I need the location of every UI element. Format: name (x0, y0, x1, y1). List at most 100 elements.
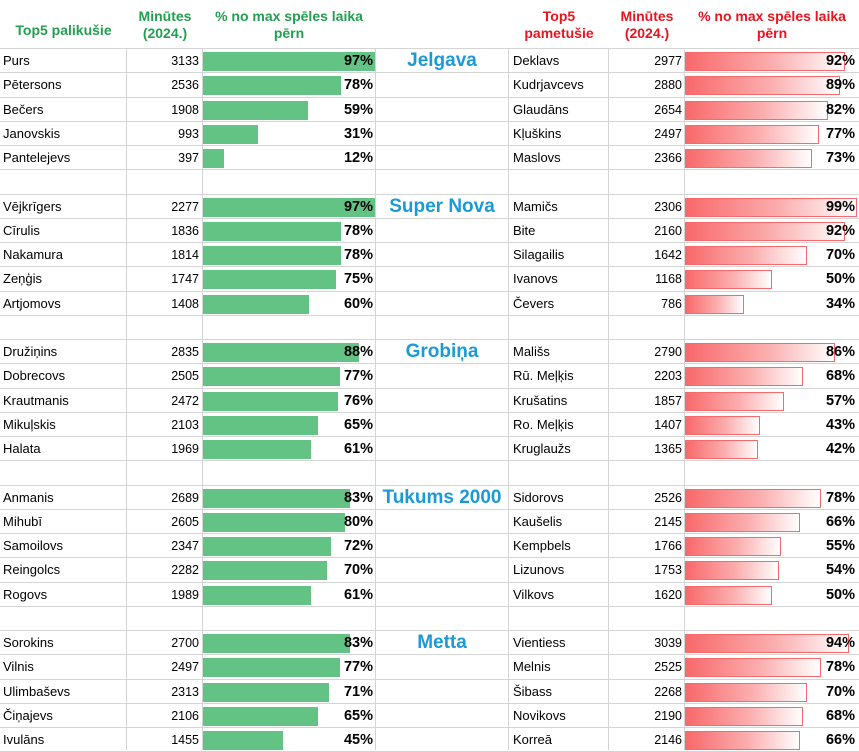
stayed-player-name[interactable]: Mihubī (3, 513, 43, 529)
left-player-name[interactable]: Krušatins (513, 392, 568, 408)
stayed-pct-value[interactable]: 75% (343, 271, 373, 288)
stayed-player-name[interactable]: Anmanis (3, 489, 54, 505)
stayed-player-name[interactable]: Reingolcs (3, 562, 61, 578)
left-pct-value[interactable]: 54% (825, 562, 855, 579)
stayed-minutes[interactable]: 3133 (171, 54, 199, 68)
left-minutes[interactable]: 1620 (654, 587, 682, 602)
left-pct-value[interactable]: 66% (825, 513, 855, 530)
left-pct-value[interactable]: 82% (825, 101, 855, 118)
stayed-player-name[interactable]: Halata (3, 441, 41, 456)
left-player-name[interactable]: Ivanovs (513, 271, 558, 287)
stayed-pct-value[interactable]: 80% (343, 513, 373, 530)
left-player-name[interactable]: Korreā (513, 732, 553, 747)
left-minutes[interactable]: 786 (661, 296, 682, 311)
left-pct-value[interactable]: 92% (825, 222, 855, 239)
stayed-player-name[interactable]: Zeņģis (3, 271, 43, 287)
header-stayed-minutes[interactable]: Minūtes (2024.) (127, 0, 203, 49)
stayed-player-name[interactable]: Rogovs (3, 586, 48, 602)
stayed-minutes[interactable]: 2347 (171, 539, 199, 553)
stayed-pct-value[interactable]: 77% (343, 659, 373, 676)
left-player-name[interactable]: Glaudāns (513, 101, 569, 117)
stayed-player-name[interactable]: Ulimbaševs (3, 683, 71, 699)
stayed-player-name[interactable]: Ivulāns (3, 732, 45, 747)
left-minutes[interactable]: 1168 (655, 272, 682, 287)
team-name[interactable]: Jelgava (407, 50, 477, 71)
left-player-name[interactable]: Mamičs (513, 198, 558, 214)
left-minutes[interactable]: 1753 (654, 563, 682, 578)
left-minutes[interactable]: 2654 (654, 102, 682, 117)
stayed-player-name[interactable]: Samoilovs (3, 538, 63, 553)
left-player-name[interactable]: Novikovs (513, 707, 566, 723)
left-player-name[interactable]: Melnis (513, 659, 551, 675)
left-player-name[interactable]: Kudrjavcevs (513, 77, 584, 93)
left-pct-value[interactable]: 94% (825, 635, 855, 651)
stayed-pct-value[interactable]: 65% (343, 416, 373, 433)
left-minutes[interactable]: 2497 (654, 126, 682, 141)
left-pct-value[interactable]: 34% (825, 295, 855, 312)
left-pct-value[interactable]: 50% (825, 271, 855, 288)
left-minutes[interactable]: 2203 (654, 369, 682, 384)
left-minutes[interactable]: 1857 (654, 393, 682, 408)
left-minutes[interactable]: 2306 (654, 199, 682, 214)
stayed-pct-value[interactable]: 83% (343, 635, 373, 651)
stayed-player-name[interactable]: Cīrulis (3, 222, 40, 238)
stayed-player-name[interactable]: Dobrecovs (3, 368, 66, 384)
left-minutes[interactable]: 2146 (654, 733, 682, 747)
stayed-minutes[interactable]: 2835 (171, 345, 199, 359)
stayed-pct-value[interactable]: 97% (343, 198, 373, 215)
left-player-name[interactable]: Silagailis (513, 247, 565, 262)
stayed-minutes[interactable]: 1836 (171, 223, 199, 238)
stayed-minutes[interactable]: 2505 (171, 369, 199, 384)
left-player-name[interactable]: Mališs (513, 344, 550, 359)
stayed-minutes[interactable]: 397 (178, 151, 199, 165)
stayed-minutes[interactable]: 2689 (171, 490, 199, 505)
left-minutes[interactable]: 2526 (654, 490, 682, 505)
left-pct-value[interactable]: 66% (825, 732, 855, 748)
left-minutes[interactable]: 2880 (654, 78, 682, 93)
stayed-minutes[interactable]: 1969 (171, 442, 199, 456)
left-pct-value[interactable]: 68% (825, 707, 855, 724)
left-pct-value[interactable]: 73% (825, 150, 855, 166)
stayed-minutes[interactable]: 2700 (171, 636, 199, 650)
stayed-minutes[interactable]: 2472 (171, 393, 199, 408)
left-pct-value[interactable]: 86% (825, 344, 855, 360)
left-player-name[interactable]: Sidorovs (513, 489, 564, 505)
stayed-pct-value[interactable]: 70% (343, 562, 373, 579)
stayed-pct-value[interactable]: 60% (343, 295, 373, 312)
left-pct-value[interactable]: 43% (825, 416, 855, 433)
left-player-name[interactable]: Šibass (513, 683, 553, 699)
left-minutes[interactable]: 2268 (654, 684, 682, 699)
stayed-minutes[interactable]: 2106 (171, 708, 199, 723)
left-player-name[interactable]: Kempbels (513, 538, 571, 553)
stayed-player-name[interactable]: Čiņajevs (3, 707, 53, 723)
left-player-name[interactable]: Bite (513, 222, 536, 238)
left-player-name[interactable]: Kļuškins (513, 125, 562, 141)
left-pct-value[interactable]: 42% (825, 441, 855, 457)
stayed-pct-value[interactable]: 12% (343, 150, 373, 166)
stayed-minutes[interactable]: 1408 (171, 296, 199, 311)
stayed-minutes[interactable]: 1455 (171, 733, 199, 747)
team-name[interactable]: Metta (417, 632, 467, 653)
team-name[interactable]: Grobiņa (405, 341, 479, 362)
stayed-player-name[interactable]: Bečers (3, 101, 44, 117)
stayed-minutes[interactable]: 2605 (171, 514, 199, 529)
left-pct-value[interactable]: 57% (825, 392, 855, 409)
left-minutes[interactable]: 2145 (654, 514, 682, 529)
team-name[interactable]: Tukums 2000 (382, 486, 502, 508)
stayed-pct-value[interactable]: 65% (343, 707, 373, 724)
stayed-pct-value[interactable]: 77% (343, 368, 373, 385)
team-name[interactable]: Super Nova (389, 195, 495, 217)
left-minutes[interactable]: 1365 (654, 442, 682, 456)
stayed-minutes[interactable]: 1908 (171, 102, 199, 117)
left-minutes[interactable]: 1766 (654, 539, 682, 553)
left-pct-value[interactable]: 55% (825, 538, 855, 554)
stayed-minutes[interactable]: 2103 (171, 417, 199, 432)
left-player-name[interactable]: Lizunovs (513, 562, 565, 578)
stayed-minutes[interactable]: 2282 (171, 563, 199, 578)
stayed-minutes[interactable]: 1814 (171, 248, 199, 262)
stayed-pct-value[interactable]: 88% (343, 344, 373, 360)
left-pct-value[interactable]: 78% (825, 659, 855, 676)
left-pct-value[interactable]: 78% (825, 489, 855, 506)
left-player-name[interactable]: Rū. Meļķis (513, 368, 574, 384)
left-minutes[interactable]: 2160 (654, 223, 682, 238)
